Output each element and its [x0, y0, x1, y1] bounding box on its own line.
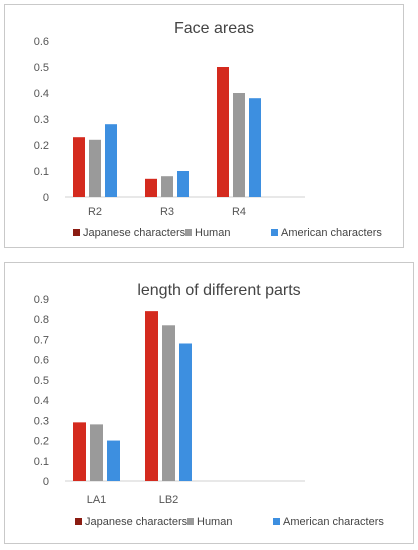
face-areas-legend-label-japanese: Japanese characters: [83, 227, 186, 239]
face-areas-chart-title: Face areas: [174, 20, 254, 37]
face-areas-category-label: R2: [88, 206, 102, 218]
face-areas-y-tick-label: 0.4: [34, 88, 49, 100]
face-areas-bar-human-r4: [233, 93, 245, 197]
face-areas-bar-human-r3: [161, 176, 173, 197]
face-areas-chart-panel: Face areas 0 0.1 0.2 0.3 0.4 0.5 0.6 R2 R3 R4 Japan…: [4, 4, 404, 248]
length-parts-y-tick-label: 0.6: [34, 355, 49, 367]
face-areas-bar-human-r2: [89, 139, 101, 197]
face-areas-bar-american-r2: [105, 124, 117, 197]
length-parts-legend-swatch-american: [273, 518, 280, 525]
length-parts-y-tick-label: 0: [43, 476, 49, 488]
length-parts-category-label: LA1: [87, 494, 107, 506]
length-parts-y-tick-label: 0.2: [34, 436, 49, 448]
length-parts-category-label: LB2: [159, 494, 179, 506]
length-parts-y-tick-label: 0.4: [34, 395, 49, 407]
face-areas-legend-label-american: American characters: [281, 227, 382, 239]
length-parts-legend-swatch-human: [187, 518, 194, 525]
length-parts-chart-title: length of different parts: [137, 282, 300, 299]
length-parts-y-tick-label: 0.1: [34, 456, 49, 468]
face-areas-bar-american-r4: [249, 98, 261, 197]
face-areas-y-tick-label: 0.1: [34, 166, 49, 178]
face-areas-category-label: R3: [160, 206, 174, 218]
length-parts-y-tick-label: 0.3: [34, 415, 49, 427]
length-parts-legend-label-japanese: Japanese characters: [85, 516, 188, 528]
face-areas-category-label: R4: [232, 206, 246, 218]
face-areas-legend-swatch-human: [185, 229, 192, 236]
length-parts-chart-panel: length of different parts 0 0.1 0.2 0.3 0.4 0.…: [4, 262, 414, 544]
length-parts-bar-american-la1: [107, 440, 120, 481]
length-parts-bar-japanese-lb2: [145, 311, 158, 481]
length-parts-bar-human-la1: [90, 424, 103, 481]
face-areas-bar-japanese-r2: [73, 137, 85, 197]
face-areas-legend-swatch-american: [271, 229, 278, 236]
length-parts-y-tick-label: 0.5: [34, 375, 49, 387]
face-areas-chart: Face areas 0 0.1 0.2 0.3 0.4 0.5 0.6 R2 R3 R4 Japan…: [34, 20, 383, 239]
face-areas-legend-label-human: Human: [195, 227, 230, 239]
length-parts-y-tick-label: 0.9: [34, 294, 49, 306]
length-parts-bar-japanese-la1: [73, 422, 86, 481]
face-areas-y-tick-label: 0.3: [34, 114, 49, 126]
face-areas-bar-japanese-r3: [145, 178, 157, 197]
length-parts-y-tick-label: 0.8: [34, 314, 49, 326]
face-areas-y-tick-label: 0: [43, 192, 49, 204]
length-parts-y-tick-label: 0.7: [34, 334, 49, 346]
length-parts-chart: length of different parts 0 0.1 0.2 0.3 0.4 0.…: [34, 282, 385, 528]
length-parts-legend-label-human: Human: [197, 516, 232, 528]
length-parts-legend-label-american: American characters: [283, 516, 384, 528]
face-areas-bar-japanese-r4: [217, 67, 229, 197]
length-parts-bar-american-lb2: [179, 343, 192, 481]
face-areas-bar-american-r3: [177, 171, 189, 197]
face-areas-legend-swatch-japanese: [73, 229, 80, 236]
length-parts-bar-human-lb2: [162, 325, 175, 481]
length-parts-legend-swatch-japanese: [75, 518, 82, 525]
face-areas-y-tick-label: 0.6: [34, 36, 49, 48]
face-areas-y-tick-label: 0.5: [34, 62, 49, 74]
face-areas-y-tick-label: 0.2: [34, 140, 49, 152]
